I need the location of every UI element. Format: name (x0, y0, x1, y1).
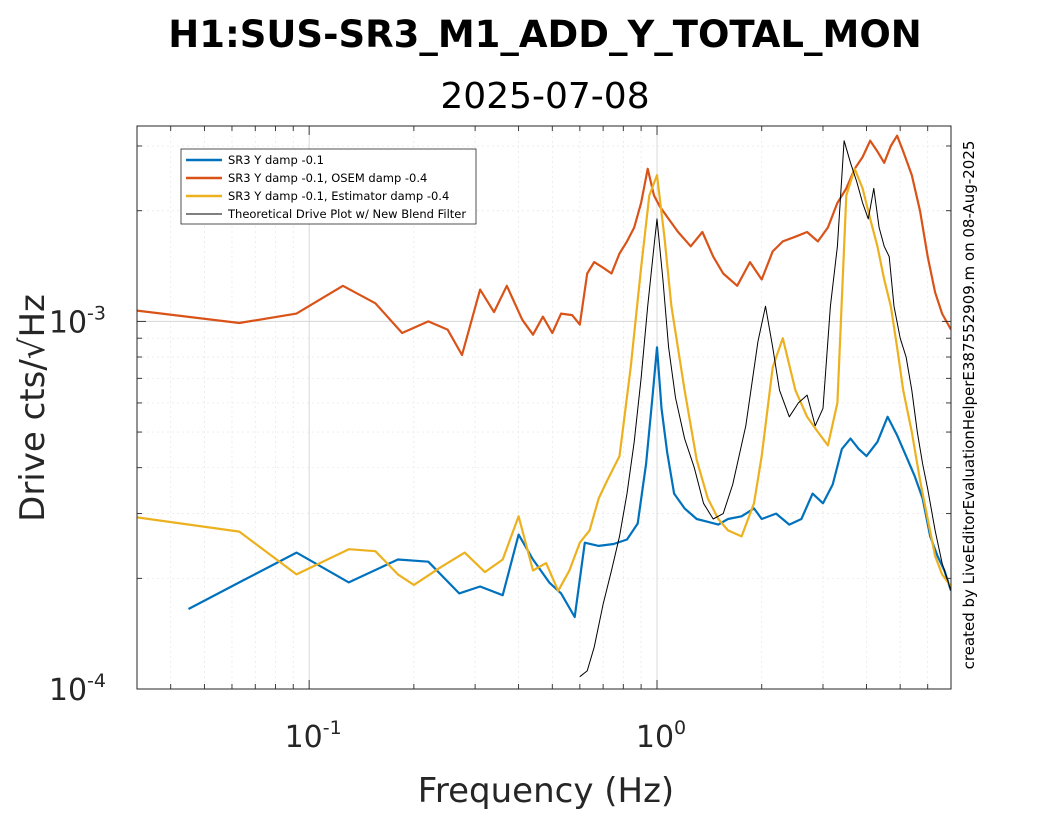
plot-frame (136, 125, 952, 690)
y-tick-label: 10-4 (49, 670, 106, 708)
x-tick-label: 10-1 (285, 717, 342, 755)
tick-labels: 10-1 100 10-4 10-3 (49, 302, 686, 755)
series-line-2 (137, 134, 951, 357)
series-line-3 (137, 167, 951, 592)
created-by-annotation: created by LiveEditorEvaluationHelperE38… (960, 141, 978, 670)
x-axis-label: Frequency (Hz) (418, 771, 674, 811)
series-line-4 (579, 140, 951, 678)
series-layer (137, 134, 951, 678)
tick-marks (137, 126, 952, 690)
legend-label-1: SR3 Y damp -0.1 (228, 153, 324, 167)
legend-box (180, 148, 477, 225)
legend-label-2: SR3 Y damp -0.1, OSEM damp -0.4 (228, 171, 427, 185)
y-axis-label: Drive cts/√Hz (13, 294, 53, 522)
legend: SR3 Y damp -0.1 SR3 Y damp -0.1, OSEM dam… (180, 148, 477, 225)
legend-label-3: SR3 Y damp -0.1, Estimator damp -0.4 (228, 189, 449, 203)
chart-title: H1:SUS-SR3_M1_ADD_Y_TOTAL_MON (168, 13, 922, 56)
series-line-1 (187, 346, 951, 619)
legend-label-4: Theoretical Drive Plot w/ New Blend Filt… (227, 207, 466, 221)
y-tick-label: 10-3 (49, 302, 106, 340)
x-tick-label: 100 (636, 717, 686, 755)
chart-subtitle: 2025-07-08 (440, 76, 649, 117)
